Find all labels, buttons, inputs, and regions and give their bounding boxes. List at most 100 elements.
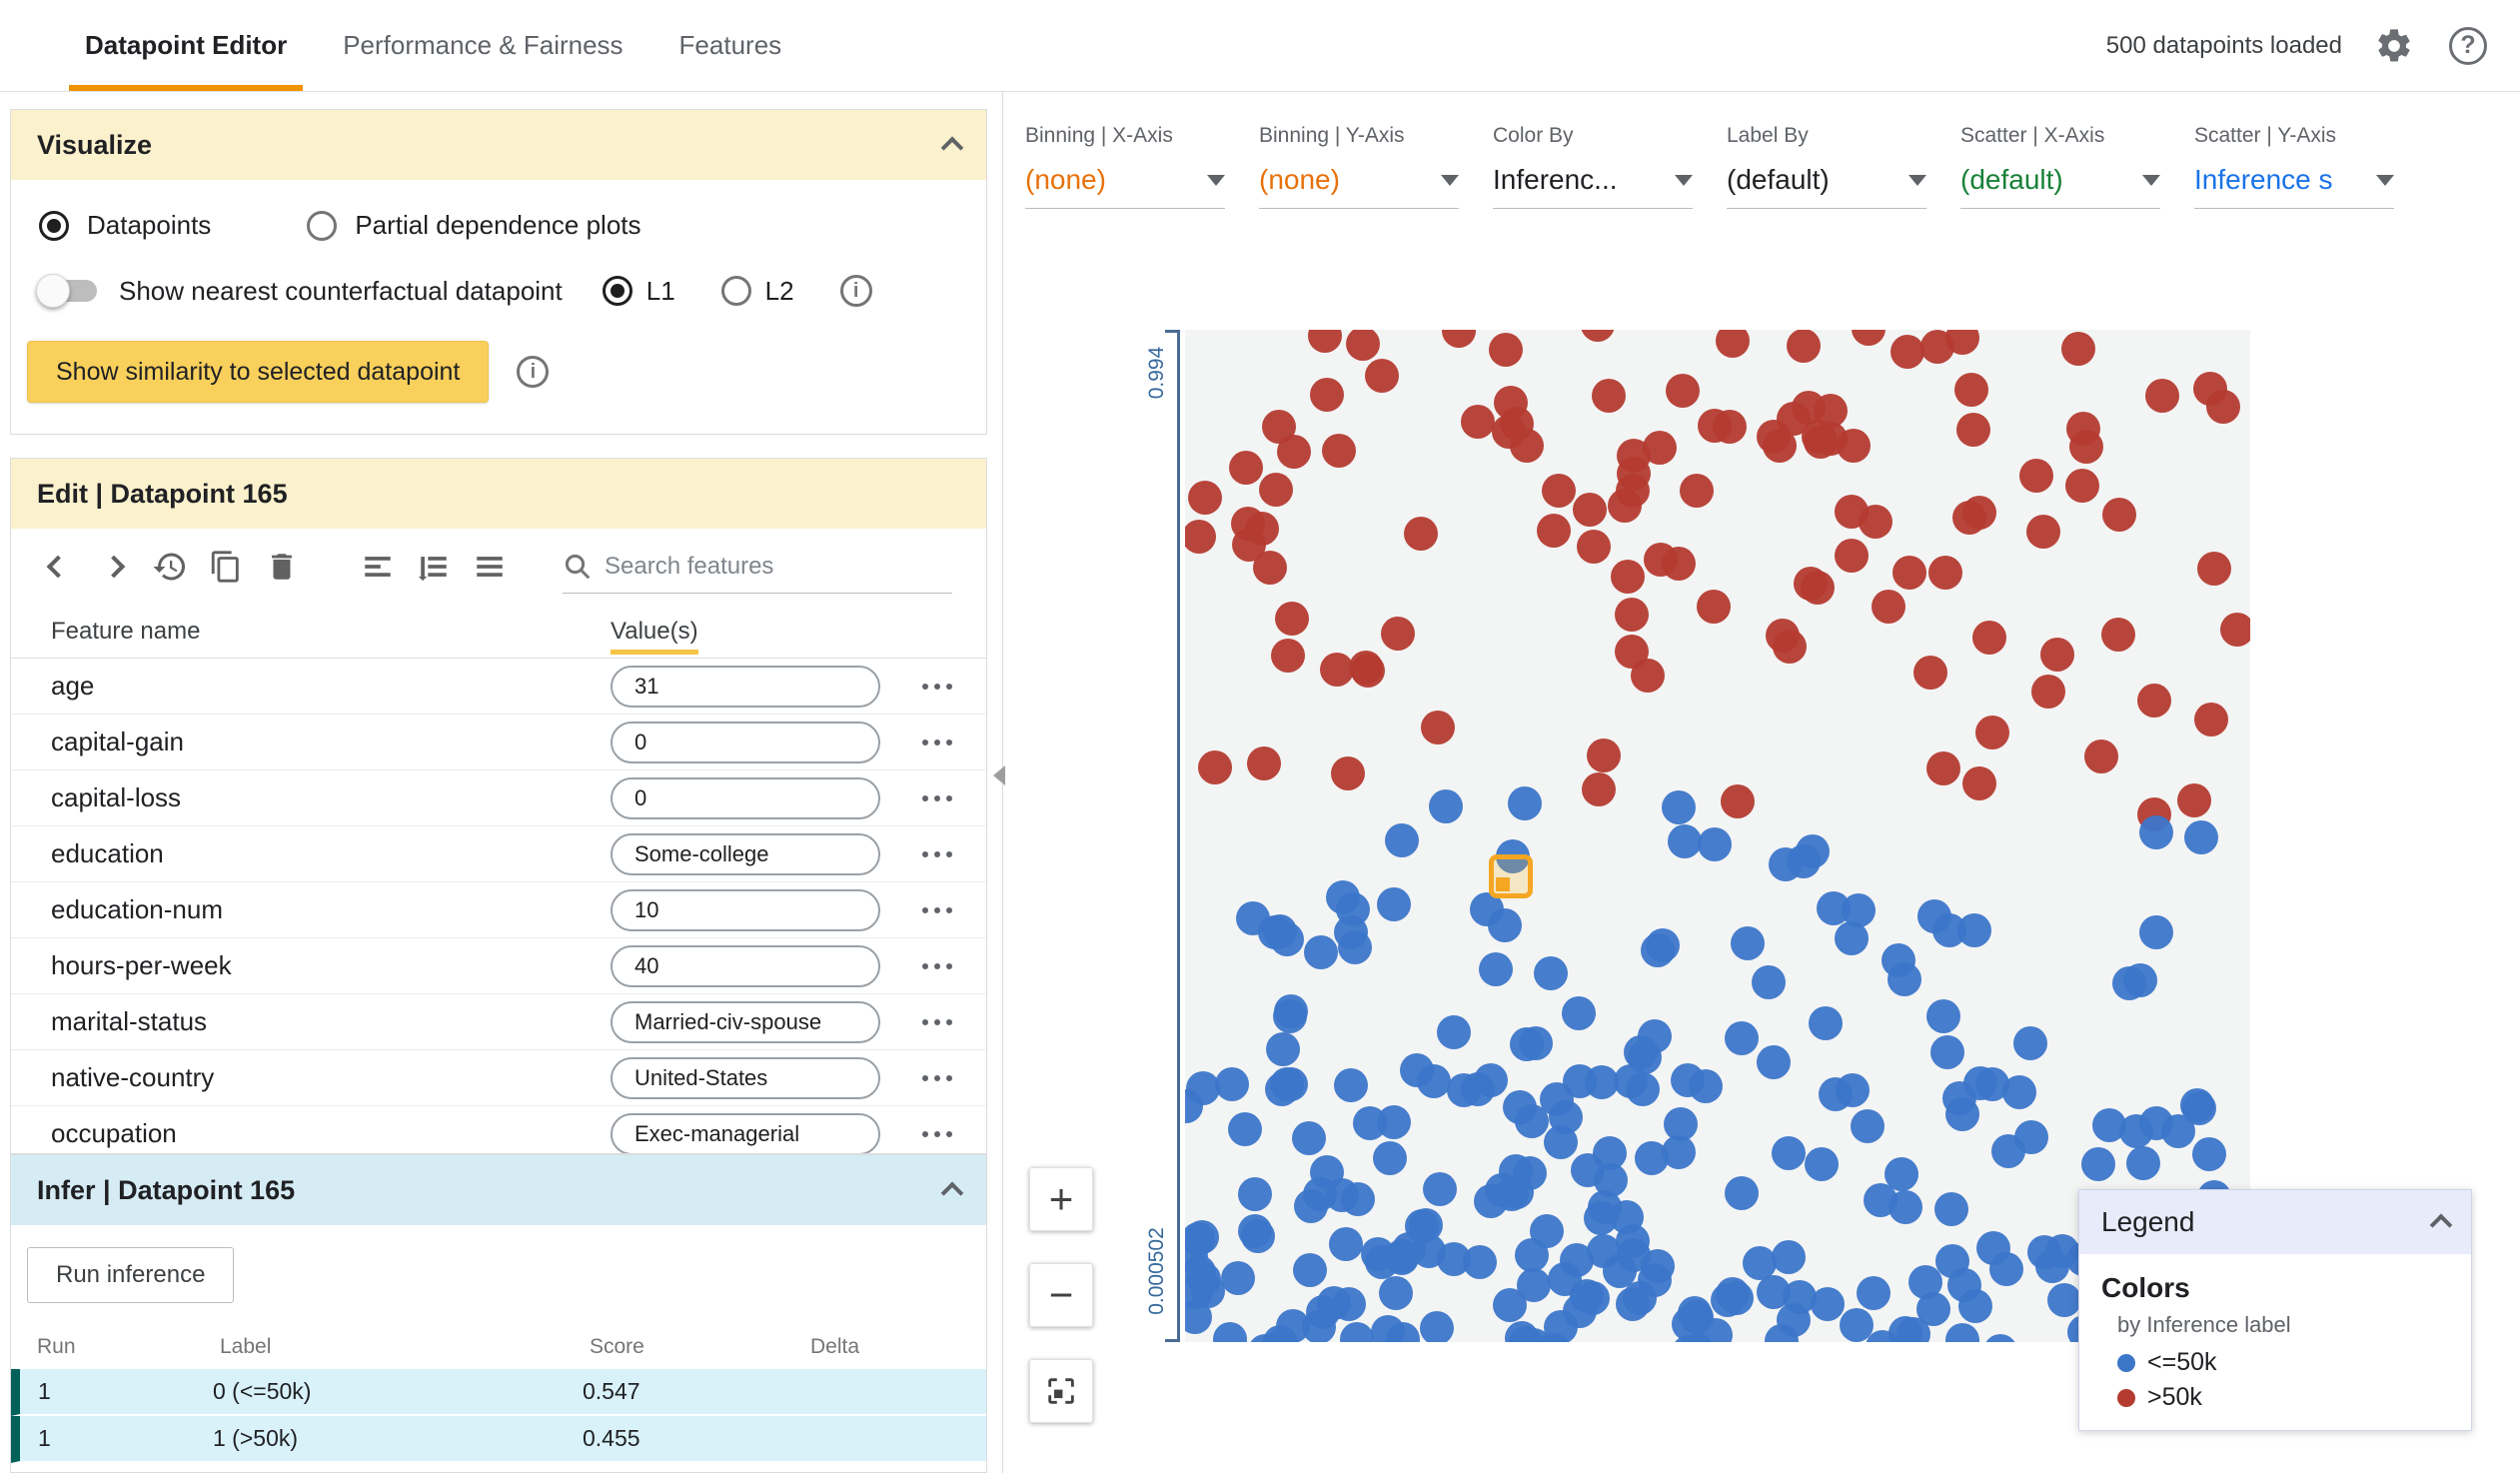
datapoint-dot[interactable] xyxy=(1320,652,1355,687)
datapoint-dot[interactable] xyxy=(2083,739,2118,774)
datapoint-dot[interactable] xyxy=(1461,404,1496,439)
datapoint-dot[interactable] xyxy=(1292,1253,1327,1288)
datapoint-dot[interactable] xyxy=(1309,377,1344,412)
inference-result-row[interactable]: 1 0 (<=50k) 0.547 xyxy=(11,1369,986,1416)
datapoint-dot[interactable] xyxy=(1463,1244,1497,1279)
datapoint-dot[interactable] xyxy=(1185,1088,1203,1123)
datapoint-dot[interactable] xyxy=(1731,925,1766,960)
datapoint-dot[interactable] xyxy=(1872,590,1906,625)
help-button[interactable]: ? xyxy=(2446,24,2490,68)
zoom-out-button[interactable]: − xyxy=(1029,1263,1093,1327)
more-options-icon[interactable] xyxy=(914,676,960,698)
duplicate-datapoint-button[interactable] xyxy=(203,544,249,590)
datapoint-dot[interactable] xyxy=(1419,1310,1454,1342)
datapoint-dot[interactable] xyxy=(1944,1322,1979,1342)
datapoint-dot[interactable] xyxy=(2047,1282,2082,1317)
datapoint-dot[interactable] xyxy=(1972,621,2007,656)
datapoint-dot[interactable] xyxy=(2112,966,2147,1001)
scatter-plot[interactable] xyxy=(1185,330,2250,1342)
datapoint-dot[interactable] xyxy=(2045,1234,2080,1269)
datapoint-dot[interactable] xyxy=(1834,538,1869,573)
datapoint-dot[interactable] xyxy=(1895,1316,1930,1342)
datapoint-dot[interactable] xyxy=(1350,653,1385,688)
datapoint-dot[interactable] xyxy=(1756,1044,1791,1079)
tab-features[interactable]: Features xyxy=(678,30,782,60)
datapoint-dot[interactable] xyxy=(1592,1136,1627,1171)
datapoint-dot[interactable] xyxy=(1379,1276,1414,1311)
info-icon[interactable]: i xyxy=(839,275,872,307)
datapoint-dot[interactable] xyxy=(1890,335,1924,370)
datapoint-dot[interactable] xyxy=(2118,1114,2153,1149)
feature-value-input[interactable]: 0 xyxy=(611,721,880,763)
datapoint-dot[interactable] xyxy=(2101,497,2136,532)
datapoint-dot[interactable] xyxy=(1927,555,1962,590)
datapoint-dot[interactable] xyxy=(1772,1135,1807,1170)
datapoint-dot[interactable] xyxy=(2019,458,2054,493)
feature-value-input[interactable]: Exec-managerial xyxy=(611,1112,880,1153)
datapoint-dot[interactable] xyxy=(2068,430,2103,465)
datapoint-dot[interactable] xyxy=(1956,413,1991,448)
datapoint-dot[interactable] xyxy=(1835,495,1870,530)
datapoint-dot[interactable] xyxy=(1292,1121,1327,1156)
datapoint-dot[interactable] xyxy=(1460,1071,1495,1106)
partial-dependence-radio[interactable] xyxy=(307,210,338,241)
datapoint-dot[interactable] xyxy=(1724,1175,1759,1210)
datapoint-dot[interactable] xyxy=(2144,379,2179,414)
axis-dropdown-6[interactable]: Scatter | Y-Axis Inference s xyxy=(2194,124,2394,209)
datapoint-dot[interactable] xyxy=(1614,635,1649,670)
datapoint-dot[interactable] xyxy=(1573,492,1608,527)
datapoint-dot[interactable] xyxy=(2176,783,2211,818)
datapoint-dot[interactable] xyxy=(2013,1119,2048,1154)
datapoint-dot[interactable] xyxy=(1836,1073,1871,1108)
datapoint-dot[interactable] xyxy=(1787,330,1822,363)
datapoint-dot[interactable] xyxy=(1561,995,1596,1030)
datapoint-dot[interactable] xyxy=(1850,1109,1885,1144)
datapoint-dot[interactable] xyxy=(1614,597,1649,632)
datapoint-dot[interactable] xyxy=(1698,409,1733,444)
datapoint-dot[interactable] xyxy=(1227,1112,1262,1147)
numeric-sort-button[interactable] xyxy=(411,544,457,590)
datapoint-dot[interactable] xyxy=(1643,431,1678,466)
datapoint-dot[interactable] xyxy=(1765,1324,1800,1342)
delete-datapoint-button[interactable] xyxy=(259,544,305,590)
datapoint-dot[interactable] xyxy=(1866,1330,1900,1342)
inference-result-row[interactable]: 1 1 (>50k) 0.455 xyxy=(11,1416,986,1463)
datapoint-dot[interactable] xyxy=(2196,552,2231,587)
datapoint-dot[interactable] xyxy=(1710,1282,1745,1317)
datapoint-dot[interactable] xyxy=(1266,1032,1301,1067)
reorder-button[interactable] xyxy=(467,544,513,590)
selected-datapoint-marker[interactable] xyxy=(1489,854,1534,899)
datapoint-dot[interactable] xyxy=(1507,785,1542,820)
datapoint-dot[interactable] xyxy=(1493,1287,1528,1322)
datapoint-dot[interactable] xyxy=(1913,656,1948,690)
datapoint-dot[interactable] xyxy=(1498,1153,1533,1188)
collapse-chevron-icon[interactable] xyxy=(2429,1213,2453,1237)
align-left-sort-button[interactable] xyxy=(355,544,401,590)
datapoint-dot[interactable] xyxy=(1919,330,1954,365)
datapoint-dot[interactable] xyxy=(1515,1103,1550,1138)
datapoint-dot[interactable] xyxy=(1273,999,1308,1034)
more-options-icon[interactable] xyxy=(914,843,960,865)
datapoint-dot[interactable] xyxy=(1587,738,1622,773)
datapoint-dot[interactable] xyxy=(1988,1252,2023,1287)
datapoint-dot[interactable] xyxy=(1331,756,1366,791)
datapoint-dot[interactable] xyxy=(1322,433,1357,468)
datapoint-dot[interactable] xyxy=(1817,890,1852,925)
datapoint-dot[interactable] xyxy=(1930,1034,1965,1069)
more-options-icon[interactable] xyxy=(914,787,960,809)
visualize-panel-header[interactable]: Visualize xyxy=(11,110,986,180)
datapoint-dot[interactable] xyxy=(1274,601,1309,636)
datapoint-dot[interactable] xyxy=(1956,912,1991,947)
dropdown-value[interactable]: (default) xyxy=(1960,164,2160,209)
datapoint-dot[interactable] xyxy=(1542,473,1577,508)
legend-header[interactable]: Legend xyxy=(2079,1190,2471,1254)
datapoint-dot[interactable] xyxy=(1237,1177,1272,1212)
feature-value-input[interactable]: 31 xyxy=(611,665,880,708)
l2-radio[interactable] xyxy=(720,276,751,306)
search-features-input[interactable] xyxy=(605,552,914,581)
datapoint-dot[interactable] xyxy=(1473,1183,1508,1218)
datapoint-dot[interactable] xyxy=(2002,1075,2037,1110)
datapoint-dot[interactable] xyxy=(1934,1191,1969,1226)
datapoint-dot[interactable] xyxy=(1607,489,1642,523)
datapoint-dot[interactable] xyxy=(1265,1329,1300,1342)
